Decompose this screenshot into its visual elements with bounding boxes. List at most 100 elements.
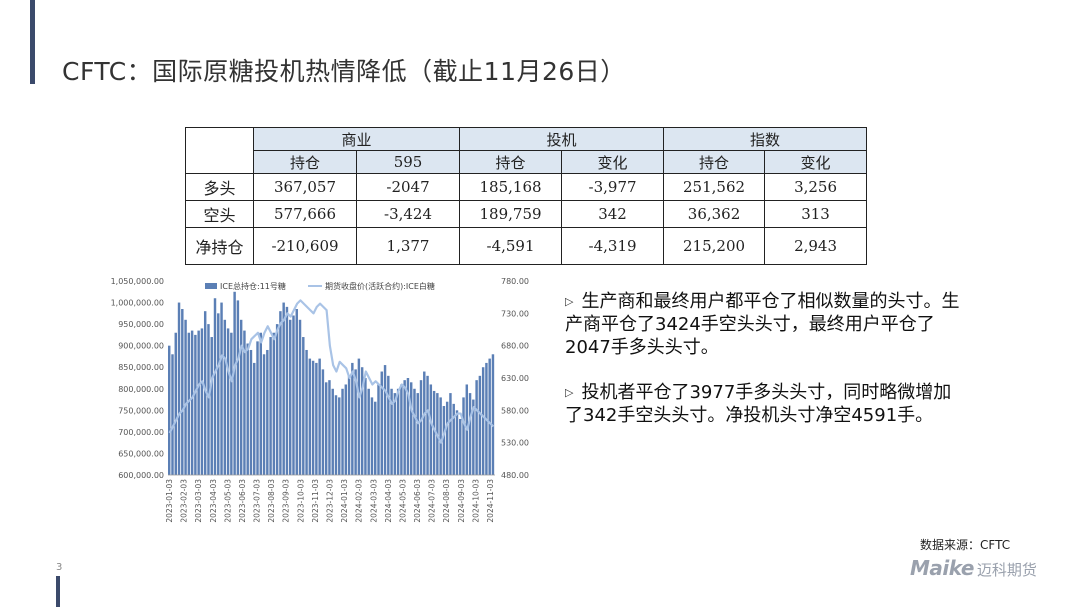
table-cell: 2,943	[764, 227, 868, 265]
bullet-item: ▷ 生产商和最终用户都平仓了相似数量的头寸。生产商平仓了3424手空头头寸，最终用…	[565, 290, 960, 359]
group-header: 商业	[252, 127, 461, 151]
table-cell: -3,424	[355, 200, 461, 228]
sub-header: 变化	[561, 150, 665, 174]
y-right-tick-label: 530.00	[501, 439, 529, 448]
chart-bar	[200, 328, 204, 475]
table-cell: -4,591	[459, 227, 563, 265]
y-right-tick-label: 780.00	[501, 277, 529, 286]
chart-bar	[308, 358, 312, 475]
accent-bar-bottom	[56, 576, 60, 607]
y-right-tick-label: 580.00	[501, 406, 529, 415]
chart-bar	[390, 388, 393, 475]
commentary: ▷ 生产商和最终用户都平仓了相似数量的头寸。生产商平仓了3424手空头头寸，最终用…	[565, 290, 960, 449]
chart-bar	[269, 337, 272, 475]
table-cell: -3,977	[561, 173, 665, 201]
chart-bar	[168, 345, 171, 475]
chart-bar	[220, 302, 223, 475]
table-cell: 1,377	[355, 227, 461, 265]
chart-bar	[187, 332, 191, 475]
chart-bar	[455, 410, 459, 475]
chart-bar	[383, 365, 387, 475]
chart-bar	[311, 360, 315, 475]
slide-title: CFTC：国际原糖投机热情降低（截止11月26日）	[62, 57, 626, 86]
chart-bar	[288, 319, 292, 475]
chart-bar	[292, 315, 295, 475]
x-tick-label: 2024-10-03	[471, 479, 480, 523]
sub-header: 595	[355, 150, 461, 174]
x-tick-label: 2024-04-03	[384, 479, 393, 523]
chart-bar	[217, 313, 220, 475]
chart-bar	[181, 309, 184, 475]
y-right-tick-label: 680.00	[501, 342, 529, 351]
chart-bar	[213, 298, 217, 475]
sub-header: 变化	[764, 150, 868, 174]
chart-bar	[491, 354, 495, 475]
chart-bar	[468, 393, 472, 475]
legend-swatch-bars	[205, 283, 217, 289]
chart-bar	[279, 311, 282, 475]
x-tick-label: 2023-11-03	[311, 479, 320, 523]
chart-bar	[253, 362, 256, 475]
chart-bar	[226, 328, 230, 475]
x-tick-label: 2023-03-03	[194, 479, 203, 523]
chart-bar	[367, 388, 370, 475]
chart-bar	[432, 390, 436, 475]
row-label: 空头	[185, 200, 254, 228]
table-cell: 342	[561, 200, 665, 228]
chart-bar	[256, 341, 259, 475]
chart-bar	[413, 388, 416, 475]
accent-bar-top	[30, 0, 35, 84]
x-tick-label: 2024-02-03	[355, 479, 364, 523]
chart-bar	[203, 311, 207, 475]
x-tick-label: 2024-08-03	[442, 479, 451, 523]
chart-bar	[354, 369, 357, 475]
logo-brand: Maike	[910, 556, 974, 580]
table-cell: -2047	[355, 173, 461, 201]
chart-bar	[184, 319, 187, 475]
chart-bar	[374, 401, 377, 475]
positions-table: 商业 投机 指数 持仓 595 持仓 变化 持仓 变化 多头 367,057 -…	[185, 127, 868, 265]
x-tick-label: 2023-05-03	[223, 479, 232, 523]
chart-bar	[239, 319, 243, 475]
x-tick-label: 2023-04-03	[209, 479, 218, 523]
chart-bar	[318, 358, 321, 475]
chart-bar	[442, 406, 446, 475]
x-tick-label: 2024-11-03	[486, 479, 495, 523]
triangle-bullet-icon: ▷	[565, 295, 574, 308]
chart-bar	[174, 332, 177, 475]
y-right-tick-label: 480.00	[501, 471, 529, 480]
chart-bar	[481, 367, 485, 475]
chart-bar	[190, 330, 194, 475]
chart-bar	[475, 380, 478, 475]
chart-bar	[275, 324, 279, 475]
chart-bar	[409, 382, 413, 475]
chart-bar	[321, 369, 325, 475]
y-left-tick-label: 850,000.00	[118, 363, 164, 372]
chart-bar	[423, 371, 426, 475]
y-right-tick-label: 630.00	[501, 374, 529, 383]
table-cell: 251,562	[663, 173, 766, 201]
chart-bar	[360, 367, 364, 475]
chart-bar	[262, 354, 266, 475]
data-source: 数据来源：CFTC	[920, 538, 1011, 552]
chart-bar	[177, 302, 181, 475]
y-right-tick-label: 730.00	[501, 309, 529, 318]
x-tick-label: 2024-09-03	[457, 479, 466, 523]
group-header: 指数	[663, 127, 868, 151]
chart-bar	[298, 319, 302, 475]
x-tick-label: 2024-06-03	[413, 479, 422, 523]
chart-bar	[452, 403, 455, 475]
chart-bar	[233, 291, 236, 475]
chart-bar	[459, 418, 462, 475]
chart-bar	[285, 306, 289, 475]
table-row: 空头 577,666 -3,424 189,759 342 36,362 313	[185, 200, 868, 228]
y-left-tick-label: 650,000.00	[118, 449, 164, 458]
chart-bar	[449, 393, 452, 475]
table-cell: 185,168	[459, 173, 563, 201]
bullet-item: ▷ 投机者平仓了3977手多头头寸，同时略微增加了342手空头头寸。净投机头寸净空…	[565, 381, 960, 427]
chart-bar	[478, 375, 482, 475]
chart-bar	[364, 378, 367, 475]
chart-bar	[302, 337, 305, 475]
price-line	[168, 299, 495, 444]
chart-bar	[243, 330, 246, 475]
